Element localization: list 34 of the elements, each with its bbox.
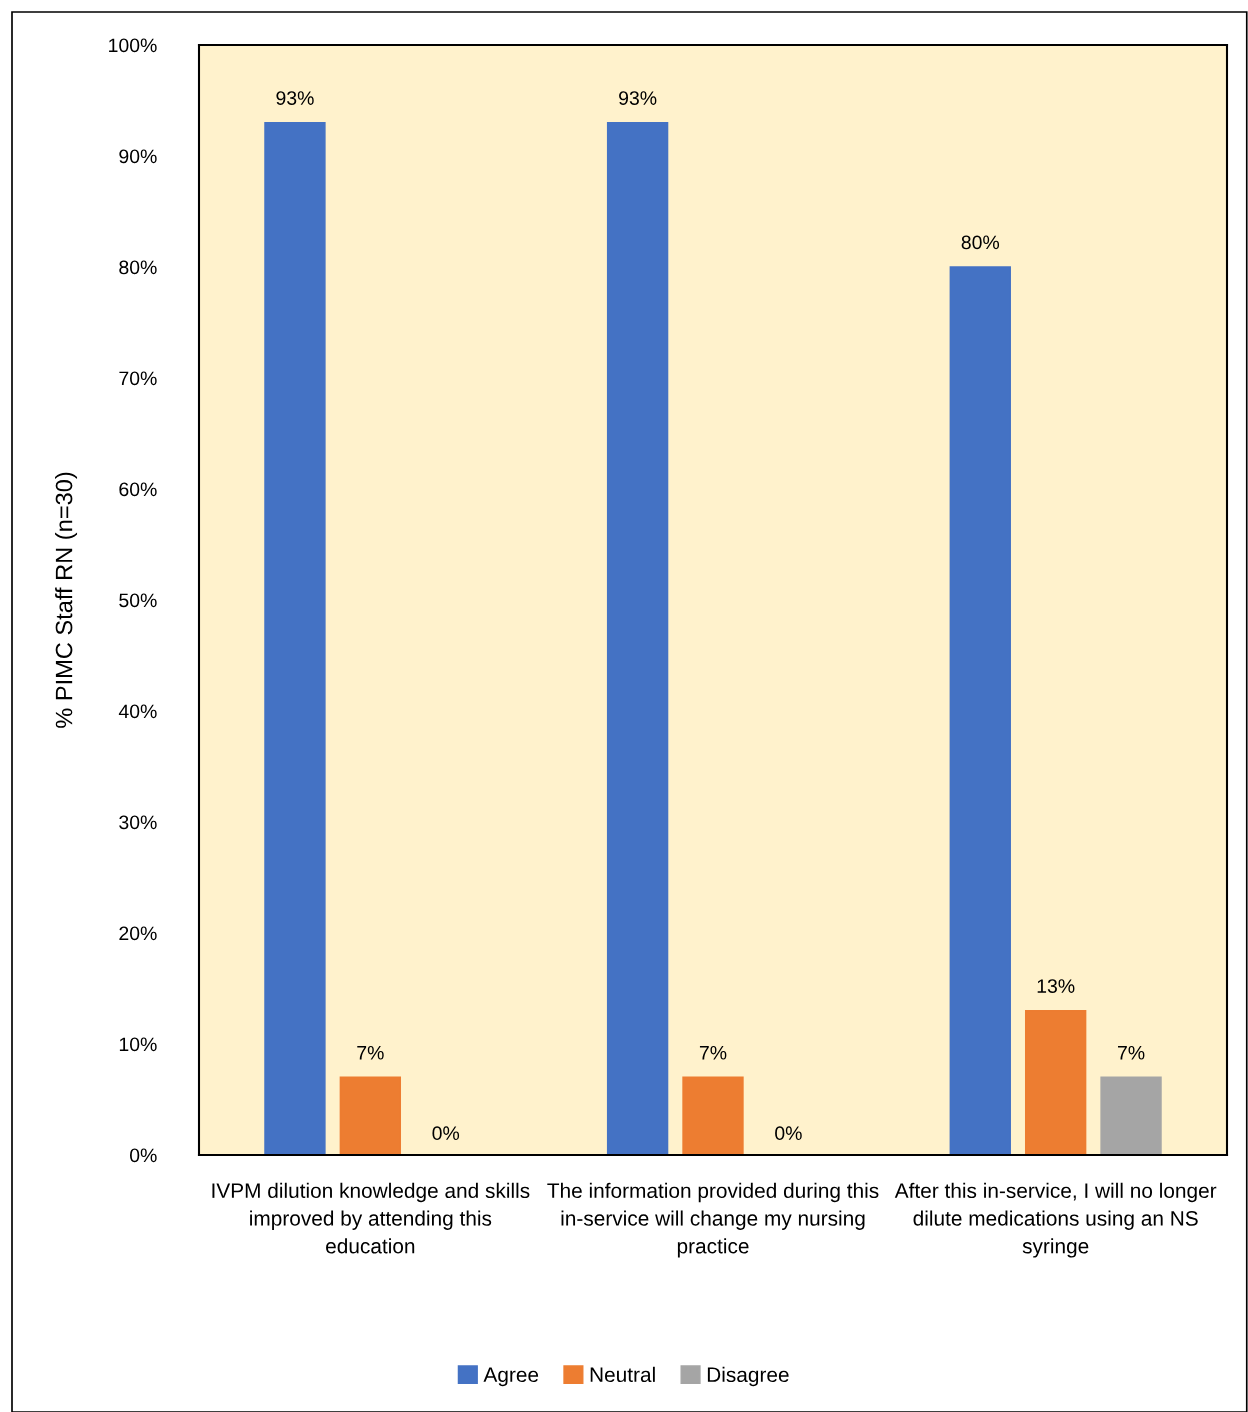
y-tick-label: 90% bbox=[119, 149, 157, 164]
x-tick-label: The information provided during this in-service will change my nursing practice bbox=[547, 1182, 879, 1258]
x-tick-label: IVPM dilution knowledge and skills improved by attending this education bbox=[212, 1182, 530, 1254]
y-tick-label: 0% bbox=[129, 1148, 157, 1163]
bar bbox=[1024, 1010, 1087, 1155]
data-label: 0% bbox=[775, 1126, 802, 1141]
legend-label: Disagree bbox=[707, 1366, 789, 1387]
data-label: 13% bbox=[1037, 979, 1075, 993]
y-tick-label: 80% bbox=[119, 260, 157, 275]
y-tick-label: 70% bbox=[119, 371, 157, 386]
y-tick-label: 10% bbox=[119, 1037, 157, 1052]
y-axis-title: % PIMC Staff RN (n=30) bbox=[55, 472, 78, 728]
bar bbox=[682, 1076, 744, 1155]
y-tick-label: 100% bbox=[109, 38, 157, 53]
bar bbox=[339, 1076, 402, 1155]
y-tick-label: 60% bbox=[119, 482, 157, 497]
bar bbox=[1100, 1076, 1162, 1155]
x-tick-label: After this in-service, I will no longer dilute medications using an NS syringe bbox=[894, 1182, 1217, 1258]
y-tick-label: 40% bbox=[118, 704, 157, 719]
bar bbox=[949, 266, 1011, 1155]
data-label: 7% bbox=[1118, 1045, 1145, 1060]
bar bbox=[606, 122, 669, 1155]
data-label: 93% bbox=[619, 91, 657, 105]
y-tick-label: 30% bbox=[119, 815, 157, 830]
data-label: 80% bbox=[961, 235, 1000, 250]
y-tick-label: 20% bbox=[119, 926, 157, 941]
legend-label: Agree bbox=[483, 1367, 539, 1387]
data-label: 7% bbox=[357, 1045, 384, 1060]
data-label: 0% bbox=[432, 1126, 460, 1141]
legend-label: Neutral bbox=[590, 1366, 655, 1383]
y-tick-label: 50% bbox=[119, 593, 157, 608]
bar bbox=[264, 122, 326, 1155]
data-label: 93% bbox=[276, 91, 314, 105]
data-label: 7% bbox=[699, 1045, 727, 1060]
